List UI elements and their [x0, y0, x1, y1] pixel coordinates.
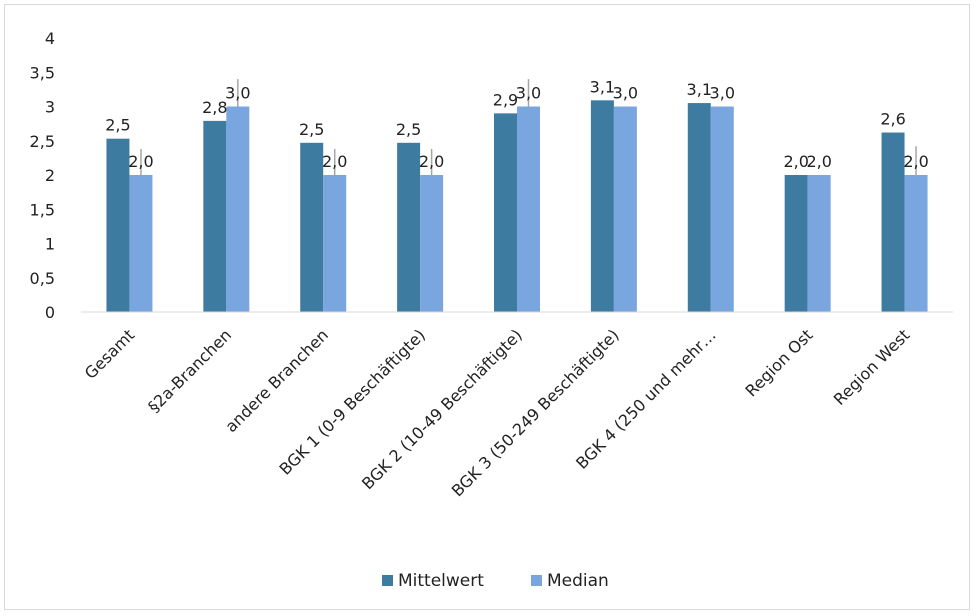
y-tick-label: 1 [45, 235, 55, 254]
data-label: 2,0 [322, 152, 347, 171]
x-tick-label: Region Ost [741, 325, 816, 400]
legend: Mittelwert Median [382, 571, 609, 591]
bar-mittelwert [881, 132, 905, 312]
data-label: 3,1 [590, 77, 615, 96]
y-tick-label: 1,5 [30, 200, 55, 219]
data-label: 3,0 [516, 84, 541, 103]
bar-median [904, 175, 928, 312]
bar-median [323, 175, 347, 312]
x-tick-label: Gesamt [81, 325, 138, 382]
data-label: 2,0 [419, 152, 444, 171]
bar-mittelwert [784, 175, 808, 312]
y-tick-label: 2 [45, 166, 55, 185]
y-tick-label: 3 [45, 98, 55, 117]
bar-mittelwert [106, 138, 130, 312]
bar-mittelwert [494, 113, 517, 312]
data-label: 2,9 [493, 90, 518, 109]
legend-label-median: Median [547, 571, 609, 591]
y-tick-label: 0 [45, 303, 55, 322]
data-labels: 2,52,02,83,02,52,02,52,02,93,0 3,13,0 3,13… [105, 77, 929, 171]
bar-median [517, 106, 540, 312]
error-bars [140, 79, 917, 175]
bars [106, 100, 928, 313]
data-label: 2,6 [880, 110, 905, 129]
y-tick-label: 2,5 [30, 132, 55, 151]
chart-frame: 0 0,5 1 1,5 2 2,5 3 3,5 4 2,5 2,0 2,8 3,0 2,5 2,0 2,5 2… [4, 4, 970, 610]
bar-median [420, 175, 444, 312]
data-label: 2,5 [105, 116, 130, 135]
bar-mittelwert [203, 120, 227, 312]
data-label: 3,0 [613, 84, 638, 103]
bar-mittelwert [397, 142, 421, 312]
data-label: 2,0 [806, 152, 831, 171]
y-tick-label: 4 [45, 29, 55, 48]
data-label: 2,0 [903, 152, 928, 171]
x-tick-label: Region West [830, 325, 914, 409]
bar-chart: 00,511,522,533,54 2,52,02,83,02,52,02,52… [30, 29, 953, 591]
bar-mittelwert [687, 103, 711, 312]
legend-label-mittelwert: Mittelwert [398, 571, 484, 591]
bar-mittelwert [300, 142, 324, 312]
x-tick-label: §2a-Branchen [144, 325, 235, 416]
legend-swatch-mittelwert [382, 575, 393, 586]
data-label: 2,0 [128, 152, 153, 171]
bar-median [129, 175, 153, 312]
y-tick-label: 3,5 [30, 63, 55, 82]
data-label: 3,0 [225, 84, 250, 103]
data-label: 2,5 [396, 120, 421, 139]
x-tick-label: BGK 2 (10-49 Beschäftigte) [358, 325, 526, 493]
data-label: 2,8 [202, 98, 227, 117]
bar-median [226, 106, 250, 312]
bar-median [807, 175, 831, 312]
data-label: 2,5 [299, 120, 324, 139]
data-label: 3,0 [710, 84, 735, 103]
legend-swatch-median [531, 575, 542, 586]
bar-mittelwert [590, 100, 614, 313]
bar-median [710, 106, 734, 312]
x-tick-label: andere Branchen [221, 325, 332, 436]
data-label: 2,0 [783, 152, 808, 171]
y-axis: 0 0,5 1 1,5 2 2,5 3 3,5 4 [30, 29, 55, 322]
bar-median [613, 106, 637, 312]
y-tick-label: 0,5 [30, 269, 55, 288]
x-tick-label: BGK 3 (50-249 Beschäftigte) [448, 325, 623, 500]
data-label: 3,1 [687, 80, 712, 99]
